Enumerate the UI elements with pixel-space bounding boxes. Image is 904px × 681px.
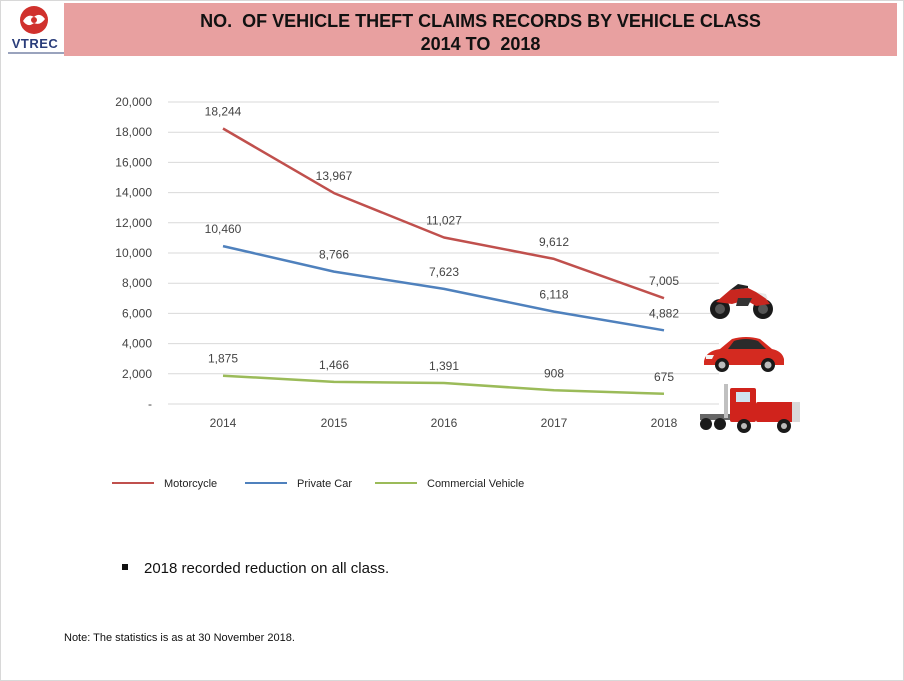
y-tick-label: 2,000 <box>122 367 152 381</box>
data-label: 908 <box>544 366 564 380</box>
motorcycle-icon <box>710 284 773 319</box>
y-tick-label: 14,000 <box>115 186 152 200</box>
data-label: 11,027 <box>426 213 462 227</box>
logo-text: VTREC <box>11 36 59 51</box>
logo-mark-icon <box>20 6 48 34</box>
x-tick-label: 2017 <box>541 416 568 430</box>
x-tick-label: 2018 <box>651 416 678 430</box>
y-axis-ticks: - 2,000 4,000 6,000 8,000 10,000 12,000 14,000 1… <box>115 95 152 411</box>
data-label: 1,466 <box>319 358 349 372</box>
title-line-2: 2014 TO 2018 <box>420 34 541 54</box>
page-title: NO. OF VEHICLE THEFT CLAIMS RECORDS BY V… <box>64 10 897 56</box>
series-line-private-car <box>222 244 665 332</box>
x-axis-ticks: 2014 2015 2016 2017 2018 <box>210 416 678 430</box>
y-tick-label: 18,000 <box>115 125 152 139</box>
legend-label: Private Car <box>297 478 352 490</box>
series-line-commercial-vehicle <box>222 374 665 396</box>
data-label: 1,875 <box>208 352 238 366</box>
bullet-text: 2018 recorded reduction on all class. <box>144 560 390 577</box>
series-line-motorcycle <box>222 127 665 300</box>
y-tick-label: 12,000 <box>115 216 152 230</box>
data-label: 10,460 <box>205 222 242 236</box>
data-label: 18,244 <box>205 105 242 119</box>
data-label: 1,391 <box>429 359 459 373</box>
y-tick-label: 6,000 <box>122 306 152 320</box>
data-label: 7,005 <box>649 274 679 288</box>
series-lines <box>222 127 665 396</box>
y-tick-label: 8,000 <box>122 276 152 290</box>
x-tick-label: 2014 <box>210 416 237 430</box>
bullet-point: 2018 recorded reduction on all class. <box>122 560 389 577</box>
bullet-icon <box>122 564 128 571</box>
data-label: 4,882 <box>649 306 679 320</box>
car-icon <box>704 337 784 372</box>
vtrec-logo: VTREC <box>6 4 64 58</box>
truck-icon <box>700 384 800 433</box>
data-label: 9,612 <box>539 235 569 249</box>
y-tick-label: - <box>148 397 152 411</box>
title-band: NO. OF VEHICLE THEFT CLAIMS RECORDS BY V… <box>64 3 897 56</box>
data-label: 8,766 <box>319 248 349 262</box>
y-tick-label: 16,000 <box>115 155 152 169</box>
data-label: 13,967 <box>316 169 353 183</box>
y-tick-label: 10,000 <box>115 246 152 260</box>
footnote: Note: The statistics is as at 30 Novembe… <box>64 632 295 644</box>
x-tick-label: 2016 <box>431 416 458 430</box>
title-line-1: NO. OF VEHICLE THEFT CLAIMS RECORDS BY V… <box>200 11 761 31</box>
y-tick-label: 4,000 <box>122 337 152 351</box>
chart-legend: Motorcycle Private Car Commercial Vehicle <box>112 478 524 490</box>
legend-label: Commercial Vehicle <box>427 478 524 490</box>
x-tick-label: 2015 <box>321 416 348 430</box>
data-label: 6,118 <box>539 288 568 302</box>
data-label: 7,623 <box>429 265 459 279</box>
legend-label: Motorcycle <box>164 478 217 490</box>
y-tick-label: 20,000 <box>115 95 152 109</box>
data-label: 675 <box>654 370 674 384</box>
gridlines <box>168 101 719 405</box>
logo-tagline <box>8 52 64 54</box>
data-labels: 18,244 13,967 11,027 9,612 7,005 10,460 8,766 7… <box>205 105 680 384</box>
